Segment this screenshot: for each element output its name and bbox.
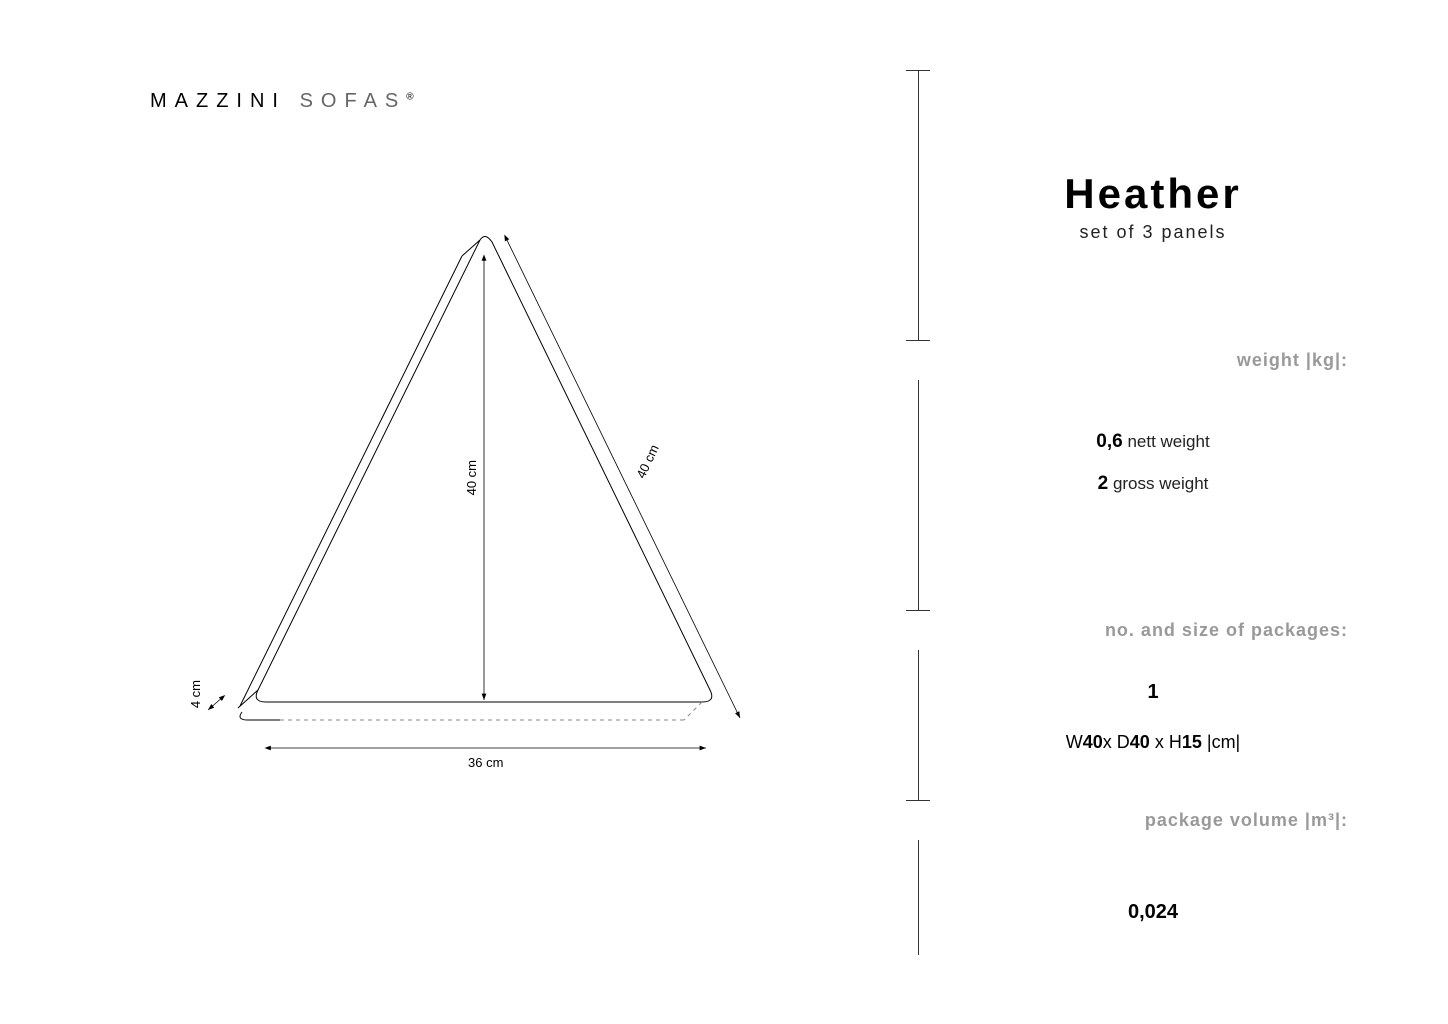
spec-vline	[918, 650, 919, 800]
pkg-w-pfx: W	[1066, 732, 1083, 752]
pkg-sep2: x	[1150, 732, 1169, 752]
package-count: 1	[958, 681, 1348, 704]
gross-weight-label: gross weight	[1113, 474, 1208, 493]
triangle-diagram-svg	[150, 200, 850, 800]
volume-value: 0,024	[958, 901, 1348, 924]
pkg-h-pfx: H	[1169, 732, 1182, 752]
pkg-unit: |cm|	[1207, 732, 1240, 752]
spec-tick	[906, 340, 930, 341]
nett-weight-row: 0,6 nett weight	[958, 431, 1348, 453]
spec-tick	[906, 70, 930, 71]
product-subtitle: set of 3 panels	[958, 222, 1348, 243]
brand-main: MAZZINI	[150, 90, 286, 112]
packages-label: no. and size of packages:	[958, 620, 1348, 641]
volume-label: package volume |m³|:	[958, 810, 1348, 831]
spec-vline	[918, 840, 919, 955]
gross-weight-value: 2	[1098, 473, 1109, 494]
nett-weight-label: nett weight	[1127, 432, 1209, 451]
packages-section: no. and size of packages: 1 W40x D40 x H…	[958, 620, 1348, 753]
product-title-block: Heather set of 3 panels	[958, 170, 1348, 243]
weight-section: weight |kg|: 0,6 nett weight 2 gross wei…	[958, 350, 1348, 495]
pkg-sep1: x	[1103, 732, 1117, 752]
brand-logo: MAZZINI SOFAS®	[150, 90, 414, 113]
dim-width: 36 cm	[468, 755, 503, 770]
pkg-d: 40	[1130, 732, 1150, 752]
dim-height: 40 cm	[464, 460, 479, 495]
pkg-w: 40	[1083, 732, 1103, 752]
spec-vline	[918, 70, 919, 340]
technical-diagram: 40 cm 40 cm 36 cm 4 cm	[150, 200, 850, 800]
spec-panel: Heather set of 3 panels weight |kg|: 0,6…	[918, 70, 1348, 970]
weight-label: weight |kg|:	[958, 350, 1348, 371]
pkg-h: 15	[1182, 732, 1202, 752]
spec-vline	[918, 380, 919, 610]
pkg-d-pfx: D	[1117, 732, 1130, 752]
dim-depth: 4 cm	[188, 680, 203, 708]
volume-section: package volume |m³|: 0,024	[958, 810, 1348, 924]
spec-tick	[906, 800, 930, 801]
gross-weight-row: 2 gross weight	[958, 473, 1348, 495]
package-dims: W40x D40 x H15 |cm|	[958, 732, 1348, 753]
spec-tick	[906, 610, 930, 611]
brand-sub: SOFAS	[300, 90, 407, 112]
brand-reg: ®	[406, 91, 413, 102]
product-name: Heather	[958, 170, 1348, 218]
nett-weight-value: 0,6	[1096, 431, 1122, 452]
